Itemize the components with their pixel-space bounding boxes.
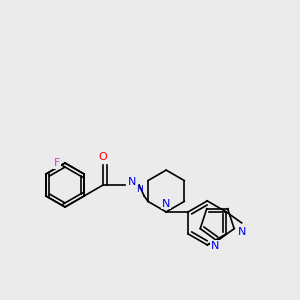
Text: N: N [162, 199, 170, 209]
Text: O: O [99, 152, 107, 162]
Text: N: N [211, 241, 219, 251]
Text: H: H [136, 185, 142, 194]
Text: F: F [54, 158, 60, 168]
Text: N: N [128, 177, 136, 187]
Text: N: N [238, 226, 246, 237]
